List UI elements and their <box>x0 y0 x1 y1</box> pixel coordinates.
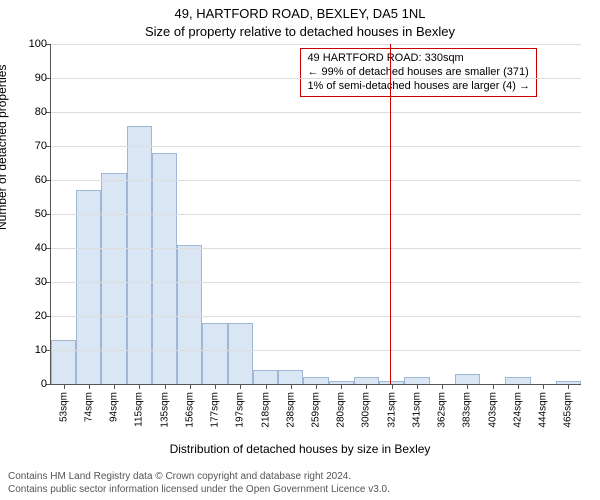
xtick-label: 74sqm <box>83 392 94 422</box>
x-axis-label: Distribution of detached houses by size … <box>0 442 600 456</box>
xtick-mark <box>543 384 544 389</box>
gridline <box>51 282 581 283</box>
xtick-label: 53sqm <box>58 392 69 422</box>
ytick-label: 90 <box>7 72 47 84</box>
gridline <box>51 78 581 79</box>
footnote-line2: Contains public sector information licen… <box>8 484 390 497</box>
bar <box>404 377 429 384</box>
xtick-mark <box>89 384 90 389</box>
xtick-mark <box>417 384 418 389</box>
xtick-mark <box>240 384 241 389</box>
xtick-label: 115sqm <box>134 392 145 427</box>
ytick-label: 60 <box>7 174 47 186</box>
bar <box>455 374 480 384</box>
xtick-mark <box>518 384 519 389</box>
xtick-mark <box>190 384 191 389</box>
xtick-mark <box>568 384 569 389</box>
xtick-label: 465sqm <box>563 392 574 428</box>
xtick-label: 135sqm <box>159 392 170 428</box>
footnote: Contains HM Land Registry data © Crown c… <box>8 471 390 496</box>
gridline <box>51 350 581 351</box>
xtick-mark <box>316 384 317 389</box>
gridline <box>51 214 581 215</box>
xtick-mark <box>392 384 393 389</box>
xtick-mark <box>165 384 166 389</box>
xtick-mark <box>64 384 65 389</box>
plot-area: 49 HARTFORD ROAD: 330sqm ← 99% of detach… <box>50 44 581 385</box>
xtick-mark <box>366 384 367 389</box>
xtick-label: 300sqm <box>361 392 372 428</box>
xtick-mark <box>215 384 216 389</box>
xtick-label: 362sqm <box>437 392 448 428</box>
ytick-label: 50 <box>7 208 47 220</box>
bar <box>354 377 379 384</box>
xtick-label: 321sqm <box>386 392 397 428</box>
ytick-label: 70 <box>7 140 47 152</box>
xtick-label: 424sqm <box>512 392 523 428</box>
xtick-mark <box>493 384 494 389</box>
xtick-label: 94sqm <box>109 392 120 422</box>
ytick-label: 20 <box>7 310 47 322</box>
chart-subtitle: Size of property relative to detached ho… <box>0 24 600 39</box>
gridline <box>51 180 581 181</box>
xtick-label: 218sqm <box>260 392 271 428</box>
xtick-mark <box>467 384 468 389</box>
footnote-line1: Contains HM Land Registry data © Crown c… <box>8 471 390 484</box>
gridline <box>51 44 581 45</box>
xtick-label: 403sqm <box>487 392 498 428</box>
ytick-label: 0 <box>7 378 47 390</box>
ytick-label: 80 <box>7 106 47 118</box>
ytick-label: 100 <box>7 38 47 50</box>
bar <box>253 370 278 384</box>
gridline <box>51 248 581 249</box>
xtick-label: 383sqm <box>462 392 473 428</box>
xtick-label: 177sqm <box>210 392 221 428</box>
xtick-mark <box>266 384 267 389</box>
bar <box>76 190 101 384</box>
annotation-box: 49 HARTFORD ROAD: 330sqm ← 99% of detach… <box>300 48 537 97</box>
reference-line <box>390 44 391 384</box>
gridline <box>51 146 581 147</box>
xtick-mark <box>442 384 443 389</box>
chart-container: 49, HARTFORD ROAD, BEXLEY, DA5 1NL Size … <box>0 0 600 500</box>
annotation-line3: 1% of semi-detached houses are larger (4… <box>307 80 530 94</box>
gridline <box>51 112 581 113</box>
ytick-label: 10 <box>7 344 47 356</box>
xtick-mark <box>139 384 140 389</box>
xtick-mark <box>114 384 115 389</box>
xtick-label: 156sqm <box>184 392 195 428</box>
bar <box>228 323 253 384</box>
bar <box>51 340 76 384</box>
xtick-label: 259sqm <box>311 392 322 428</box>
xtick-label: 197sqm <box>235 392 246 428</box>
bar <box>505 377 530 384</box>
xtick-label: 238sqm <box>285 392 296 428</box>
bar <box>303 377 328 384</box>
bar <box>202 323 227 384</box>
bar <box>177 245 202 384</box>
chart-title: 49, HARTFORD ROAD, BEXLEY, DA5 1NL <box>0 6 600 21</box>
ytick-label: 40 <box>7 242 47 254</box>
bar <box>101 173 126 384</box>
bar <box>127 126 152 384</box>
xtick-label: 341sqm <box>411 392 422 428</box>
annotation-line1: 49 HARTFORD ROAD: 330sqm <box>307 52 530 66</box>
gridline <box>51 316 581 317</box>
bar <box>278 370 303 384</box>
xtick-mark <box>341 384 342 389</box>
xtick-mark <box>291 384 292 389</box>
xtick-label: 280sqm <box>336 392 347 428</box>
ytick-label: 30 <box>7 276 47 288</box>
xtick-label: 444sqm <box>538 392 549 428</box>
